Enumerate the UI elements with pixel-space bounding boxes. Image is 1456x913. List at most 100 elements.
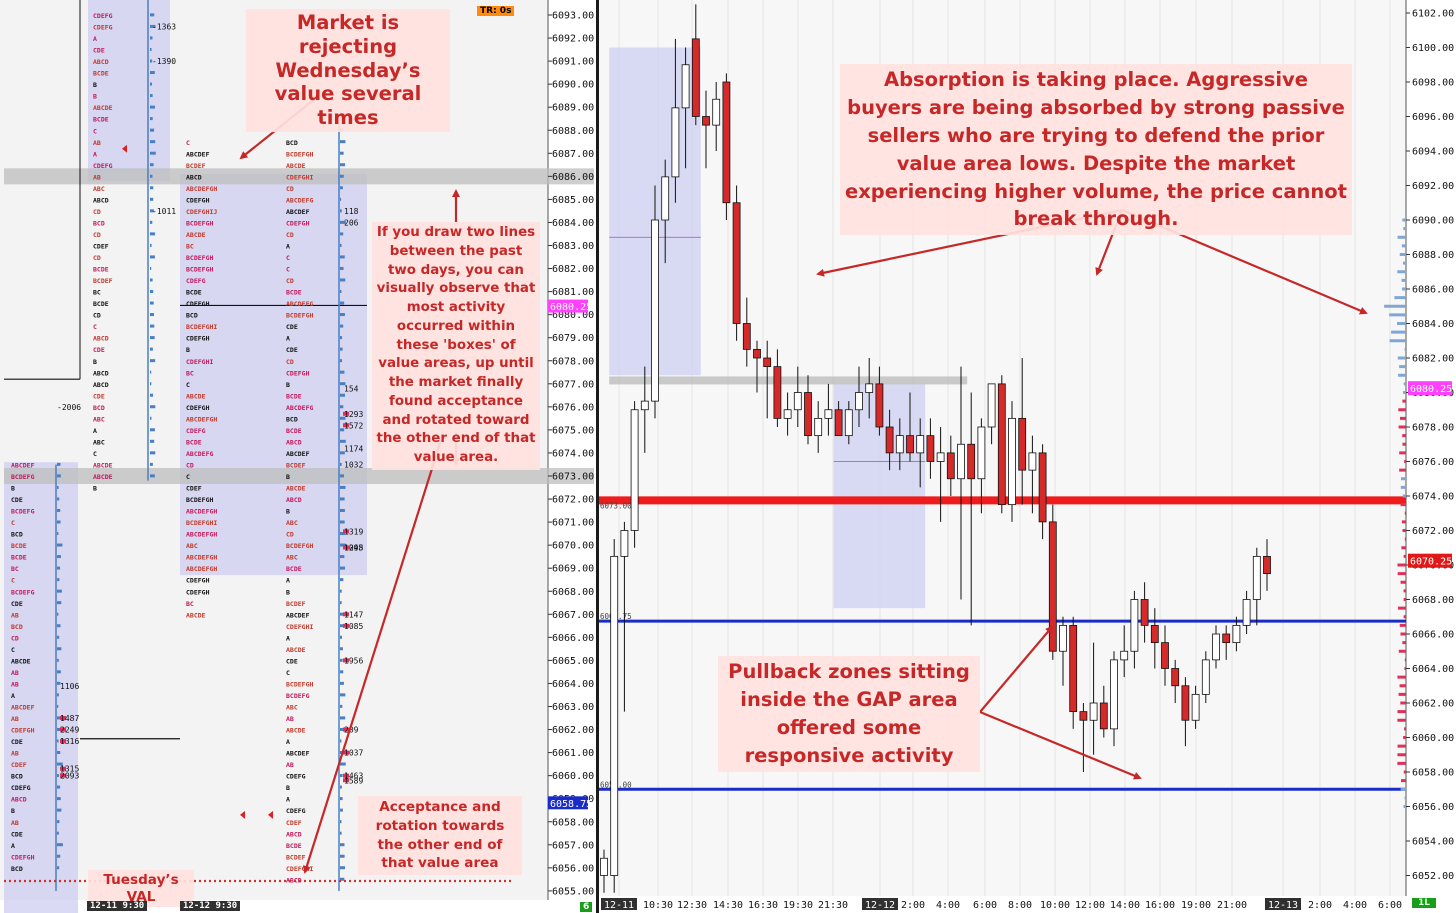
- volume-bar-1211: [150, 117, 153, 121]
- right-volume-bar: [1398, 649, 1406, 653]
- volume-highlight-0: [343, 411, 349, 416]
- profile-number-12: 1319: [344, 527, 363, 536]
- tpo-row: BCD: [93, 219, 105, 227]
- note-absorption: Absorption is taking place. Aggressive b…: [840, 64, 1352, 236]
- volume-highlight-8: [343, 750, 349, 755]
- date-tag-bg-18: [1265, 898, 1301, 910]
- tpo-row: B: [11, 807, 15, 815]
- candle-19: [793, 366, 802, 427]
- volume-bar-1212: [340, 474, 344, 478]
- candle-44: [1048, 504, 1057, 660]
- profile-number-3: -1011: [152, 207, 176, 216]
- tpo-row: ABC: [186, 542, 198, 550]
- left-tick-label: 6062.00: [552, 725, 594, 736]
- tpo-row: CD: [286, 277, 294, 285]
- tpo-row: CDEFGH: [11, 727, 35, 735]
- tpo-row: BCDE: [186, 438, 202, 446]
- tpo-row: C: [93, 323, 97, 331]
- volume-bar-1212: [340, 313, 345, 317]
- left-tick-label: 6077.00: [552, 379, 594, 390]
- volume-bar-1210: [57, 681, 61, 685]
- candle-body: [946, 452, 955, 480]
- right-tick-label: 6060.00: [1412, 733, 1454, 744]
- tpo-row: ABCDEF: [11, 461, 35, 469]
- candle-7: [671, 38, 680, 203]
- tpo-row: CD: [93, 208, 101, 216]
- volume-bar-1212: [340, 359, 343, 363]
- left-tick-label: 6072.00: [552, 495, 594, 506]
- candle-body: [1099, 702, 1108, 730]
- profile-number-15: 1147: [344, 610, 363, 619]
- tpo-row: CDE: [286, 346, 298, 354]
- candle-14: [742, 297, 751, 367]
- candle-body: [773, 366, 782, 419]
- volume-bar-1211: [150, 105, 156, 109]
- candle-3: [630, 401, 639, 548]
- volume-bar-1212: [340, 877, 345, 881]
- panel-divider: [596, 0, 599, 913]
- tpo-row: ABCD: [11, 796, 27, 804]
- tpo-row: AB: [286, 761, 294, 769]
- right-volume-bar: [1403, 615, 1406, 619]
- candle-body: [712, 98, 721, 126]
- volume-bar-1212: [340, 243, 342, 247]
- volume-bar-1210: [57, 647, 62, 651]
- left-tick-label: 6074.00: [552, 448, 594, 459]
- right-volume-bar: [1398, 692, 1406, 696]
- candle-body: [1201, 659, 1210, 695]
- volume-bar-1212: [340, 405, 344, 409]
- volume-bar-1210: [57, 612, 59, 616]
- candle-31: [916, 418, 925, 488]
- volume-bar-1212: [340, 739, 342, 743]
- candle-body: [1069, 624, 1078, 713]
- tpo-row: CD: [186, 461, 194, 469]
- volume-bar-1212: [340, 589, 342, 593]
- right-volume-bar: [1403, 770, 1406, 774]
- volume-bar-1211: [150, 313, 154, 317]
- left-current-price-tag-bg: [548, 299, 588, 313]
- tpo-row: C: [93, 450, 97, 458]
- right-volume-bar: [1401, 244, 1406, 248]
- volume-bar-1212: [340, 681, 344, 685]
- volume-highlight-6: [343, 658, 349, 663]
- right-volume-bar: [1404, 537, 1406, 541]
- tpo-row: BCDE: [286, 842, 302, 850]
- tpo-row: CDEFGH: [186, 300, 210, 308]
- tpo-row: BC: [11, 565, 19, 573]
- volume-bar-1211: [150, 301, 154, 305]
- volume-bar-1210: [57, 658, 59, 662]
- candle-65: [1263, 539, 1271, 591]
- left-second-price-tag-bg: [548, 796, 588, 810]
- tpo-row: B: [93, 358, 97, 366]
- tpo-row: ABCD: [186, 173, 202, 181]
- profile-number-9: 1572: [344, 421, 363, 430]
- right-volume-bar: [1400, 580, 1406, 584]
- arrow-boxes-to-val: [302, 439, 443, 874]
- tpo-row: BCDEF: [286, 461, 306, 469]
- tpo-row: AB: [93, 139, 101, 147]
- candle-8: [681, 47, 690, 169]
- tpo-row: BCDE: [11, 554, 27, 562]
- tpo-row: A: [286, 634, 290, 642]
- volume-bar-1211: [150, 359, 156, 363]
- candle-64: [1252, 547, 1261, 626]
- volume-bar-1210: [57, 485, 59, 489]
- right-tick-label: 6062.00: [1412, 699, 1454, 710]
- candle-57: [1181, 677, 1190, 747]
- volume-bar-1211: [150, 47, 152, 51]
- tpo-row: AB: [93, 173, 101, 181]
- tpo-row: BCDE: [93, 70, 109, 78]
- right-tick-label: 6084.00: [1412, 319, 1454, 330]
- candle-body: [1028, 452, 1037, 471]
- volume-bar-1210: [57, 601, 62, 605]
- candle-body: [957, 443, 965, 480]
- candle-33: [936, 427, 945, 522]
- volume-bar-1212: [340, 866, 345, 870]
- left-tick-label: 6090.00: [552, 80, 594, 91]
- left-tick-label: 6057.00: [552, 840, 594, 851]
- volume-bar-1212: [340, 693, 346, 697]
- right-tick-label: 6064.00: [1412, 664, 1454, 675]
- volume-bar-1211: [150, 59, 153, 63]
- volume-bar-1211: [150, 416, 152, 420]
- profile-number-26: 1463: [344, 772, 363, 781]
